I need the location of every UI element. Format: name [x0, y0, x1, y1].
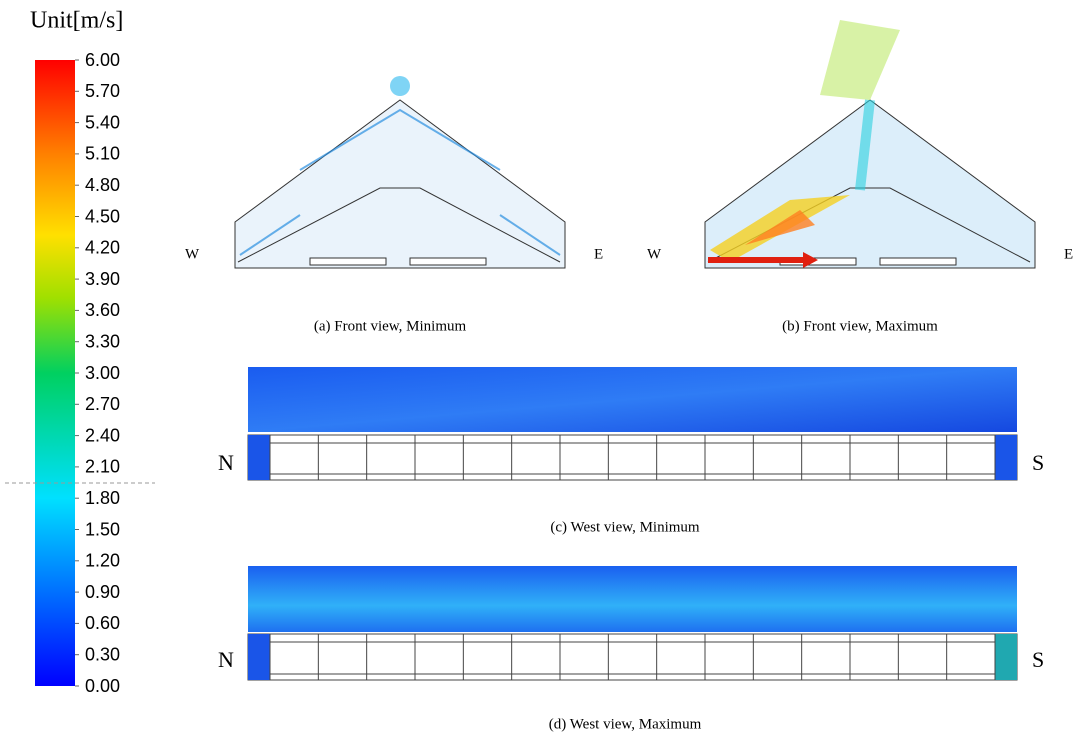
direction-label: E [594, 246, 603, 262]
legend-tick-label: 6.00 [85, 50, 120, 70]
legend-tick-label: 3.90 [85, 269, 120, 289]
legend-tick-label: 4.80 [85, 175, 120, 195]
caption: (d) West view, Maximum [549, 716, 702, 732]
legend-tick-label: 1.50 [85, 519, 120, 539]
direction-label: W [185, 246, 200, 262]
legend-tick-label: 5.70 [85, 81, 120, 101]
caption: (c) West view, Minimum [550, 519, 700, 535]
direction-label: N [218, 450, 234, 475]
legend-tick-label: 2.70 [85, 394, 120, 414]
legend-tick-label: 3.30 [85, 331, 120, 351]
caption: (b) Front view, Maximum [782, 318, 938, 334]
color-bar [35, 60, 75, 686]
direction-label: E [1064, 246, 1073, 262]
legend-tick-label: 1.20 [85, 551, 120, 571]
direction-label: S [1032, 647, 1044, 672]
panel-b [705, 20, 1035, 268]
direction-label: W [647, 246, 662, 262]
legend-tick-label: 4.20 [85, 238, 120, 258]
legend-tick-label: 0.90 [85, 582, 120, 602]
panel-c [248, 367, 1017, 480]
legend-tick-label: 2.10 [85, 457, 120, 477]
direction-label: N [218, 647, 234, 672]
legend-tick-label: 0.60 [85, 613, 120, 633]
legend-tick-label: 4.50 [85, 206, 120, 226]
legend-tick-label: 5.40 [85, 112, 120, 132]
legend-tick-label: 3.60 [85, 300, 120, 320]
figure: Unit[m/s] 6.00 5.70 5.40 5.10 4.80 4.50 4.20 3.… [0, 0, 1080, 737]
legend-title: Unit[m/s] [30, 8, 123, 34]
color-legend: Unit[m/s] 6.00 5.70 5.40 5.10 4.80 4.50 4.20 3.… [30, 8, 123, 696]
legend-tick-label: 2.40 [85, 425, 120, 445]
legend-tick-label: 0.00 [85, 676, 120, 696]
legend-tick-label: 5.10 [85, 144, 120, 164]
caption: (a) Front view, Minimum [314, 318, 467, 334]
legend-tick-label: 3.00 [85, 363, 120, 383]
legend-tick-label: 1.80 [85, 488, 120, 508]
panel-d [248, 566, 1017, 680]
legend-tick-label: 0.30 [85, 644, 120, 664]
direction-label: S [1032, 450, 1044, 475]
panel-a [235, 76, 565, 268]
